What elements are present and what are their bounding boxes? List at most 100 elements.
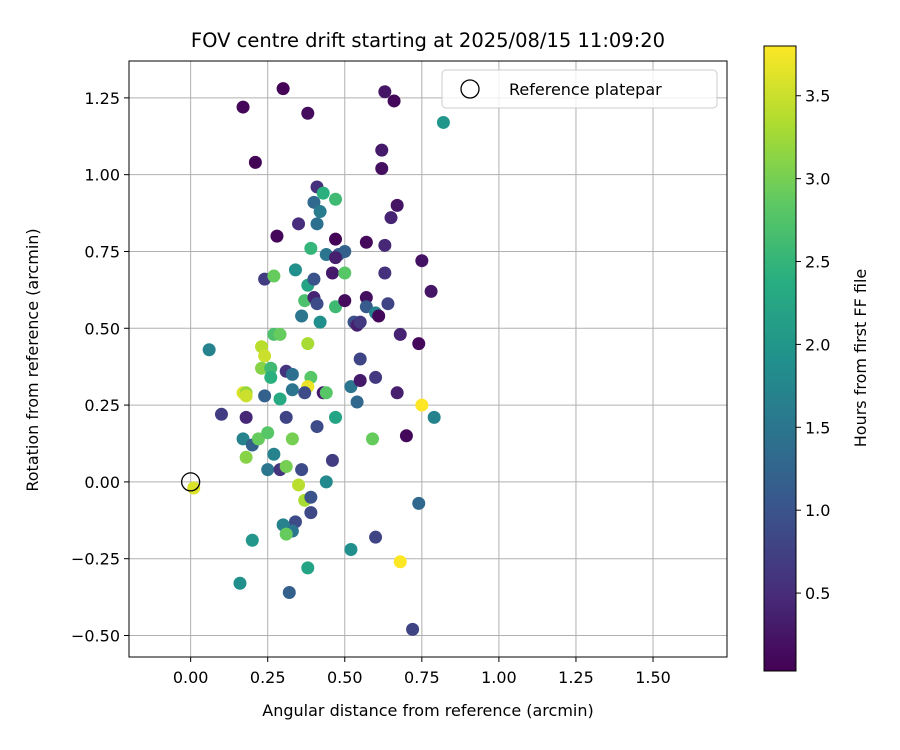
x-axis-label: Angular distance from reference (arcmin) [262,701,593,720]
data-point [251,432,265,446]
colorbar-tick-label: 0.5 [805,584,830,603]
x-tick-label: 0.50 [327,668,363,687]
y-tick-label: 0.25 [84,396,120,415]
grid-lines [129,61,727,657]
legend-box [441,69,718,109]
data-point [390,386,404,400]
chart-title: FOV centre drift starting at 2025/08/15 … [191,29,665,52]
data-point [279,410,293,424]
data-point [406,622,420,636]
reference-marker [180,472,201,492]
data-point [239,389,253,403]
colorbar-ticks: 0.5 1.0 1.5 2.0 2.5 3.0 3.5 [796,87,830,603]
data-point [325,453,339,467]
data-point [282,585,296,599]
legend-label: Reference platepar [509,80,662,99]
data-point [329,232,343,246]
data-point [248,155,262,169]
data-point [378,85,392,99]
data-point [267,447,281,461]
colorbar-tick-label: 1.0 [805,501,830,520]
y-tick-label: −0.25 [71,550,120,569]
data-point [338,294,352,308]
data-point [261,426,275,440]
y-tick-label: 0.75 [84,242,120,261]
data-point [350,395,364,409]
data-point [378,238,392,252]
data-point [301,106,315,120]
data-point [316,186,330,200]
data-point [298,386,312,400]
data-point [353,374,367,388]
data-point [270,229,284,243]
data-point [285,432,299,446]
colorbar: 0.5 1.0 1.5 2.0 2.5 3.0 3.5 Hours from first F… [763,45,870,672]
y-tick-label: 1.25 [84,89,120,108]
data-point [295,463,309,477]
data-point [313,315,327,329]
data-point [319,475,333,489]
data-point [285,367,299,381]
x-axis-ticks: 0.00 0.25 0.50 0.75 1.00 1.25 1.50 [173,657,671,687]
data-point [288,263,302,277]
data-point [304,490,318,504]
data-point [313,205,327,219]
legend-marker-icon [460,79,480,99]
data-point [273,327,287,341]
data-point [264,361,278,375]
data-point [372,309,386,323]
data-point [353,315,367,329]
y-axis-label: Rotation from reference (arcmin) [23,228,42,491]
legend: Reference platepar [441,69,718,109]
data-point [273,392,287,406]
data-point [239,410,253,424]
data-point [353,352,367,366]
data-point [292,217,306,231]
data-point [319,386,333,400]
data-point [304,506,318,520]
data-point [390,198,404,212]
data-point [393,555,407,569]
data-point [233,576,247,590]
data-point [301,337,315,351]
data-point [264,370,278,384]
data-point [292,478,306,492]
data-points [187,82,450,636]
data-point [359,291,373,305]
data-point [344,542,358,556]
data-point [375,162,389,176]
data-point [307,272,321,286]
data-point [310,217,324,231]
data-point [366,432,380,446]
x-tick-label: 0.75 [404,668,440,687]
data-point [378,266,392,280]
data-point [375,143,389,157]
data-point [325,266,339,280]
data-point [387,94,401,108]
data-point [310,297,324,311]
data-point [255,361,269,375]
data-point [415,398,429,412]
data-point [329,251,343,265]
data-point [187,481,201,495]
data-point [258,349,272,363]
colorbar-tick-label: 2.5 [805,253,830,272]
y-tick-label: 1.00 [84,166,120,185]
data-point [329,300,343,314]
data-point [436,115,450,129]
data-point [295,309,309,323]
data-point [261,463,275,477]
data-point [393,327,407,341]
data-point [239,450,253,464]
colorbar-tick-label: 2.0 [805,335,830,354]
data-point [359,235,373,249]
x-tick-label: 1.50 [635,668,671,687]
data-point [329,192,343,206]
data-point [399,429,413,443]
x-tick-label: 1.25 [558,668,594,687]
data-point [279,527,293,541]
x-tick-label: 1.00 [481,668,517,687]
plot-frame [128,60,728,658]
